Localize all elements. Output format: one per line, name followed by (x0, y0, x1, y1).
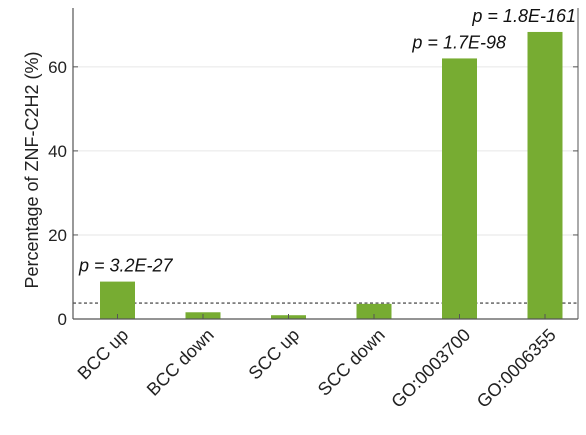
x-tick-label: GO:0003700 (387, 325, 474, 412)
p-value-annotation: p = 1.8E-161 (471, 6, 576, 26)
bar (527, 31, 563, 319)
x-tick-label: GO:0006355 (473, 325, 560, 412)
y-tick-label: 60 (48, 58, 67, 77)
y-ticks: 0 20 40 60 (48, 58, 578, 329)
y-axis-label: Percentage of ZNF-C2H2 (%) (22, 51, 42, 288)
x-tick-label: SCC down (314, 325, 389, 400)
x-tick-label: BCC up (74, 325, 133, 384)
annotations: p = 3.2E-27 p = 1.7E-98 p = 1.8E-161 (78, 6, 576, 276)
bars (100, 31, 563, 319)
x-tick-labels: BCC up BCC down SCC up SCC downGO:0003700GO… (74, 314, 560, 412)
bar (356, 303, 392, 319)
axes (72, 8, 579, 320)
p-value-annotation: p = 3.2E-27 (78, 256, 174, 276)
x-tick-label: SCC up (245, 325, 304, 384)
y-tick-label: 20 (48, 226, 67, 245)
y-tick-label: 40 (48, 142, 67, 161)
p-value-annotation: p = 1.7E-98 (411, 32, 506, 52)
y-tick-label: 0 (58, 310, 67, 329)
x-tick-label: BCC down (143, 325, 218, 400)
bar (100, 281, 135, 319)
grid-lines (73, 66, 578, 236)
bar (442, 58, 477, 319)
